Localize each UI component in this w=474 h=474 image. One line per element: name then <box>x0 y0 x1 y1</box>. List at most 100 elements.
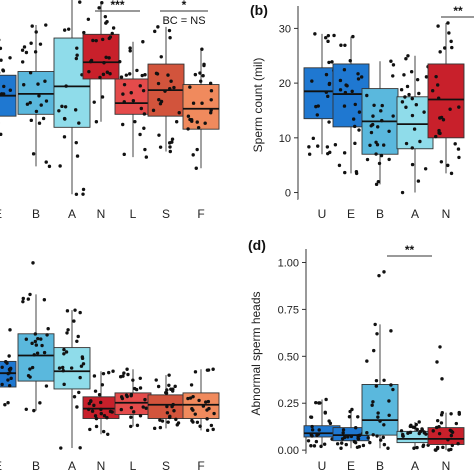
data-point <box>28 101 32 105</box>
data-point <box>438 116 442 120</box>
panel-label: (d) <box>248 237 266 253</box>
data-point <box>62 347 66 352</box>
data-point <box>310 434 314 438</box>
data-point <box>160 419 165 423</box>
data-point <box>382 442 387 447</box>
data-point <box>437 128 441 133</box>
data-point <box>323 411 327 415</box>
data-point <box>201 404 206 408</box>
y-tick-label: 30 <box>279 23 291 35</box>
data-point <box>332 33 336 38</box>
data-point <box>64 350 69 354</box>
data-point <box>437 431 442 436</box>
data-point <box>309 415 313 419</box>
data-point <box>87 401 91 406</box>
data-point <box>7 383 12 388</box>
data-point <box>376 179 381 184</box>
data-point <box>28 367 32 371</box>
data-point <box>199 79 203 83</box>
data-point <box>143 73 147 77</box>
data-point <box>341 431 345 435</box>
data-point <box>412 127 417 131</box>
data-point <box>365 359 369 363</box>
box-S <box>147 373 185 431</box>
data-point <box>30 365 35 370</box>
data-point <box>200 101 204 105</box>
data-point <box>87 407 91 412</box>
data-point <box>140 73 144 78</box>
box-body <box>427 63 465 139</box>
data-point <box>379 153 384 158</box>
data-point <box>44 160 48 164</box>
data-point <box>193 412 197 416</box>
data-point <box>335 442 340 446</box>
data-point <box>168 149 172 154</box>
box-body <box>182 84 220 130</box>
box-N <box>82 0 120 124</box>
significance-label: * <box>182 0 187 12</box>
data-point <box>101 72 106 77</box>
data-point <box>32 353 36 357</box>
data-point <box>441 445 445 450</box>
data-point <box>205 417 209 421</box>
data-point <box>434 74 438 79</box>
data-point <box>108 35 113 39</box>
data-point <box>379 438 383 442</box>
data-point <box>341 428 346 432</box>
data-point <box>354 426 358 430</box>
data-point <box>415 445 419 450</box>
data-point <box>438 50 442 54</box>
data-point <box>92 100 96 104</box>
data-point <box>307 145 311 149</box>
data-point <box>410 96 414 101</box>
data-point <box>417 420 421 424</box>
data-point <box>389 383 393 387</box>
box-body <box>17 71 55 115</box>
data-point <box>128 46 132 50</box>
data-point <box>77 121 81 125</box>
data-point <box>351 34 355 39</box>
data-point <box>132 386 137 391</box>
data-point <box>431 429 435 433</box>
data-point <box>7 354 11 358</box>
data-point <box>368 440 372 445</box>
data-point <box>209 423 214 428</box>
data-point <box>94 424 99 429</box>
data-point <box>391 114 395 118</box>
data-point <box>209 98 213 102</box>
data-point <box>198 71 202 75</box>
data-point <box>168 36 172 40</box>
data-point <box>62 28 67 32</box>
data-point <box>165 411 170 415</box>
data-point <box>186 396 190 401</box>
x-tick-label: N <box>442 207 451 221</box>
x-tick-label: L <box>130 207 137 221</box>
data-point <box>174 417 178 422</box>
significance-label: ** <box>453 4 463 18</box>
data-point <box>369 130 374 135</box>
data-point <box>34 343 39 347</box>
data-point <box>322 442 327 446</box>
data-point <box>350 407 354 412</box>
data-point <box>33 50 38 54</box>
data-point <box>406 431 410 435</box>
data-point <box>157 97 161 102</box>
data-point <box>317 428 321 432</box>
data-point <box>406 54 410 58</box>
data-point <box>353 124 357 129</box>
data-point <box>129 415 133 419</box>
data-point <box>79 364 84 368</box>
data-point <box>74 192 79 196</box>
panel-b: 0 10 20 30 Sperm count (mil) (b) U E B A N ** <box>250 2 474 221</box>
data-point <box>372 348 376 353</box>
data-point <box>324 72 329 77</box>
data-point <box>7 367 12 372</box>
data-point <box>153 29 157 34</box>
box-N <box>82 369 120 436</box>
y-tick-label: 0.75 <box>278 304 299 316</box>
data-point <box>166 420 170 424</box>
data-point <box>111 369 115 373</box>
data-point <box>205 428 210 433</box>
data-point <box>8 56 12 60</box>
data-point <box>338 78 343 83</box>
